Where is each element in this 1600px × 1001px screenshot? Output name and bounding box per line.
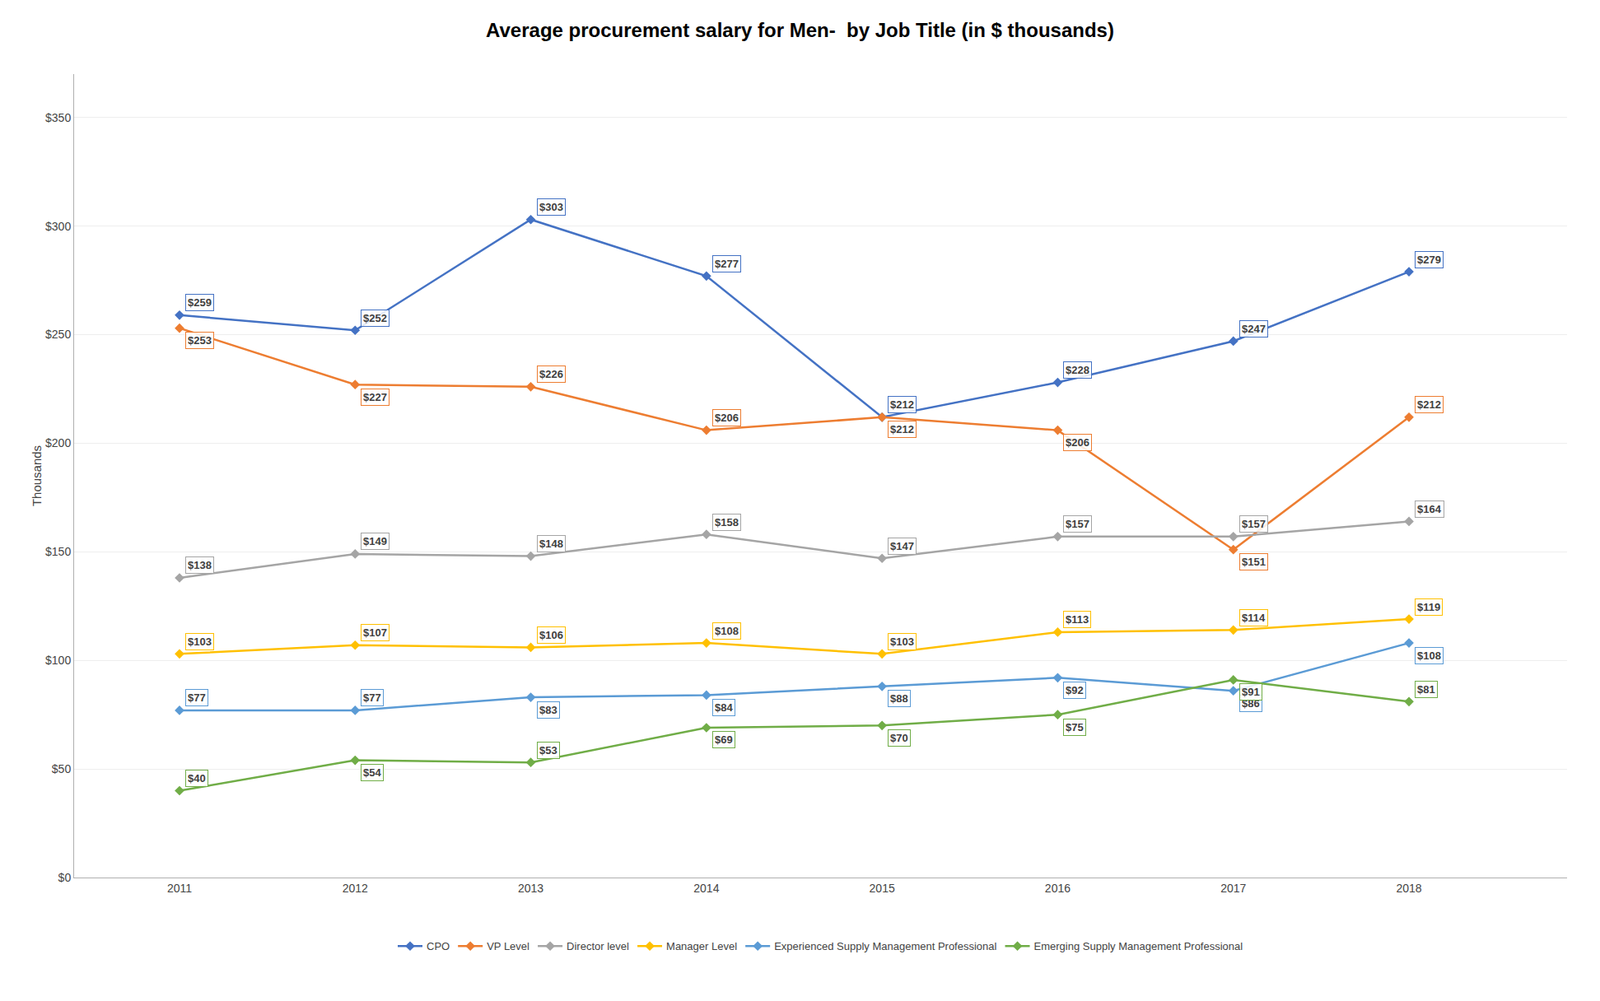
svg-text:$206: $206 — [1065, 436, 1090, 449]
svg-text:Manager Level: Manager Level — [666, 940, 738, 953]
svg-text:$228: $228 — [1065, 363, 1090, 377]
svg-text:$103: $103 — [187, 635, 212, 649]
svg-text:$100: $100 — [45, 653, 71, 668]
svg-text:$75: $75 — [1065, 721, 1084, 734]
svg-text:$200: $200 — [45, 436, 71, 450]
svg-text:$53: $53 — [539, 744, 558, 757]
svg-text:2013: 2013 — [517, 881, 544, 896]
svg-text:$103: $103 — [890, 635, 915, 649]
svg-text:$227: $227 — [363, 391, 388, 404]
svg-text:$69: $69 — [714, 733, 733, 747]
svg-text:$277: $277 — [714, 257, 739, 271]
svg-text:$114: $114 — [1241, 611, 1266, 625]
svg-text:2015: 2015 — [869, 881, 896, 896]
svg-text:$158: $158 — [714, 516, 739, 529]
svg-text:$252: $252 — [363, 312, 388, 325]
svg-text:$106: $106 — [539, 629, 564, 642]
svg-text:$259: $259 — [187, 296, 212, 309]
svg-text:$212: $212 — [1417, 398, 1442, 411]
svg-text:$0: $0 — [58, 871, 72, 885]
svg-text:$250: $250 — [45, 327, 71, 341]
svg-text:$157: $157 — [1065, 517, 1090, 531]
svg-text:VP Level: VP Level — [486, 940, 530, 953]
svg-text:$279: $279 — [1417, 253, 1442, 266]
svg-text:$226: $226 — [539, 368, 564, 381]
svg-text:2016: 2016 — [1044, 881, 1071, 896]
svg-text:Average procurement salary for: Average procurement salary for Men- by J… — [485, 18, 1115, 42]
svg-text:$92: $92 — [1065, 684, 1084, 697]
svg-text:$108: $108 — [1417, 649, 1442, 663]
svg-text:$150: $150 — [45, 545, 71, 559]
svg-text:$40: $40 — [187, 772, 206, 785]
svg-text:$83: $83 — [539, 704, 558, 717]
svg-text:$300: $300 — [45, 219, 71, 234]
svg-text:$147: $147 — [890, 540, 915, 553]
svg-text:Director level: Director level — [566, 940, 630, 953]
svg-text:Experienced Supply Management: Experienced Supply Management Profession… — [774, 940, 997, 953]
svg-text:$86: $86 — [1241, 697, 1260, 710]
svg-text:$84: $84 — [714, 701, 733, 714]
svg-text:$54: $54 — [363, 766, 382, 780]
svg-text:$113: $113 — [1065, 613, 1089, 626]
svg-text:$149: $149 — [363, 535, 388, 548]
svg-text:$107: $107 — [363, 626, 388, 640]
svg-text:2011: 2011 — [167, 881, 192, 896]
svg-text:$303: $303 — [539, 200, 564, 214]
svg-text:$212: $212 — [890, 423, 915, 436]
svg-text:$148: $148 — [539, 537, 564, 551]
svg-text:Thousands: Thousands — [29, 445, 44, 507]
svg-text:2017: 2017 — [1220, 881, 1246, 896]
svg-text:$253: $253 — [187, 334, 212, 347]
svg-text:2014: 2014 — [693, 881, 719, 896]
svg-text:CPO: CPO — [426, 940, 450, 953]
svg-text:$77: $77 — [187, 691, 206, 705]
svg-text:$88: $88 — [890, 692, 909, 705]
svg-text:$50: $50 — [51, 762, 72, 776]
svg-text:2012: 2012 — [342, 881, 369, 896]
svg-text:$157: $157 — [1241, 517, 1266, 531]
svg-text:$151: $151 — [1241, 555, 1266, 569]
svg-text:$119: $119 — [1417, 601, 1441, 614]
svg-text:$70: $70 — [890, 732, 909, 745]
svg-text:$81: $81 — [1417, 683, 1436, 696]
svg-text:2018: 2018 — [1395, 881, 1422, 896]
svg-text:$164: $164 — [1417, 503, 1442, 516]
svg-text:$350: $350 — [45, 111, 71, 125]
svg-text:$212: $212 — [890, 398, 915, 411]
svg-text:Emerging Supply Management Pro: Emerging Supply Management Professional — [1034, 940, 1244, 953]
svg-text:$247: $247 — [1241, 322, 1266, 336]
svg-text:$138: $138 — [187, 559, 212, 572]
svg-text:$108: $108 — [714, 625, 739, 638]
svg-text:$206: $206 — [714, 411, 739, 425]
svg-text:$77: $77 — [363, 691, 382, 705]
svg-text:$91: $91 — [1241, 685, 1260, 699]
